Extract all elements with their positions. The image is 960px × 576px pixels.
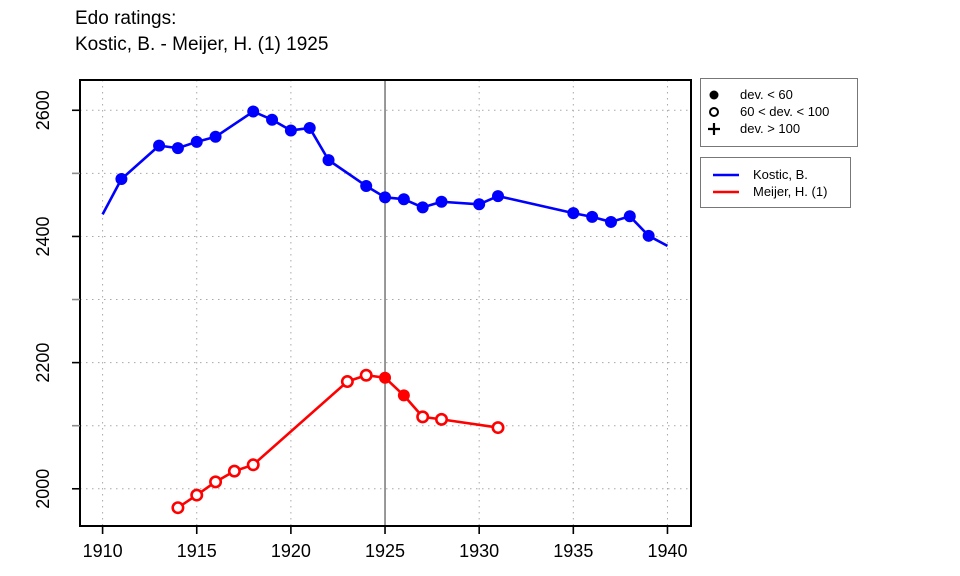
x-axis-tick-label: 1930 <box>459 541 499 561</box>
plus-icon <box>708 122 720 135</box>
data-point-open <box>416 410 430 424</box>
series-legend-label: Kostic, B. <box>753 167 808 182</box>
x-axis-tick-label: 1910 <box>83 541 123 561</box>
data-point-filled <box>190 135 203 148</box>
data-point-filled <box>416 201 429 214</box>
data-point-filled <box>586 210 599 223</box>
y-axis-tick-label: 2400 <box>33 216 53 256</box>
series-legend-row-meijer: Meijer, H. (1) <box>701 183 850 200</box>
data-point-filled <box>397 193 410 206</box>
data-point-filled <box>247 105 260 118</box>
series-legend: Kostic, B. Meijer, H. (1) <box>700 157 851 208</box>
data-point-open <box>190 488 204 502</box>
data-point-open <box>227 464 241 478</box>
x-axis-tick-label: 1935 <box>553 541 593 561</box>
data-point-filled <box>604 215 617 228</box>
marker-legend-label: dev. > 100 <box>740 121 801 136</box>
chart-title-line1: Edo ratings: <box>75 8 177 29</box>
data-point-filled <box>171 142 184 155</box>
meijer-line-swatch-icon <box>713 190 739 193</box>
data-point-filled <box>284 124 297 137</box>
y-axis-tick-label: 2000 <box>33 469 53 509</box>
data-point-filled <box>322 154 335 167</box>
x-axis-tick-label: 1925 <box>365 541 405 561</box>
y-axis-tick-label: 2600 <box>33 90 53 130</box>
data-point-filled <box>379 371 392 384</box>
data-point-open <box>209 475 223 489</box>
x-axis-tick-label: 1920 <box>271 541 311 561</box>
data-point-filled <box>473 198 486 211</box>
data-point-open <box>435 412 449 426</box>
data-point-filled <box>303 121 316 134</box>
kostic-line-swatch-icon <box>713 173 739 176</box>
marker-legend-label: dev. < 60 <box>740 87 793 102</box>
data-point-filled <box>266 113 279 126</box>
marker-legend: dev. < 60 60 < dev. < 100 dev. > 100 <box>700 78 858 147</box>
open-circle-icon <box>709 106 719 117</box>
chart-title: Edo ratings: Kostic, B. - Meijer, H. (1)… <box>75 6 328 58</box>
x-axis-tick-label: 1940 <box>647 541 687 561</box>
data-point-open <box>246 458 260 472</box>
data-point-filled <box>209 130 222 143</box>
data-point-filled <box>642 229 655 242</box>
series-legend-label: Meijer, H. (1) <box>753 184 828 199</box>
marker-legend-label: 60 < dev. < 100 <box>740 104 830 119</box>
data-point-filled <box>153 139 166 152</box>
data-point-filled <box>492 190 505 203</box>
data-point-filled <box>623 210 636 223</box>
marker-legend-row-dev-60-100: 60 < dev. < 100 <box>701 103 857 120</box>
data-point-filled <box>397 389 410 402</box>
chart-title-line2: Kostic, B. - Meijer, H. (1) 1925 <box>75 34 329 55</box>
filled-circle-icon <box>709 90 719 99</box>
series-line-1 <box>177 373 499 509</box>
marker-legend-row-dev-gt-100: dev. > 100 <box>701 120 857 137</box>
data-point-open <box>340 375 354 389</box>
data-point-open <box>491 421 505 435</box>
data-point-filled <box>435 195 448 208</box>
data-point-filled <box>115 173 128 186</box>
x-axis-tick-label: 1915 <box>177 541 217 561</box>
series-legend-row-kostic: Kostic, B. <box>701 166 850 183</box>
data-point-open <box>359 368 373 382</box>
data-point-open <box>171 501 185 515</box>
data-point-filled <box>360 179 373 192</box>
data-point-filled <box>379 191 392 204</box>
data-point-filled <box>567 207 580 220</box>
y-axis-tick-label: 2200 <box>33 343 53 383</box>
marker-legend-row-dev-lt-60: dev. < 60 <box>701 86 857 103</box>
